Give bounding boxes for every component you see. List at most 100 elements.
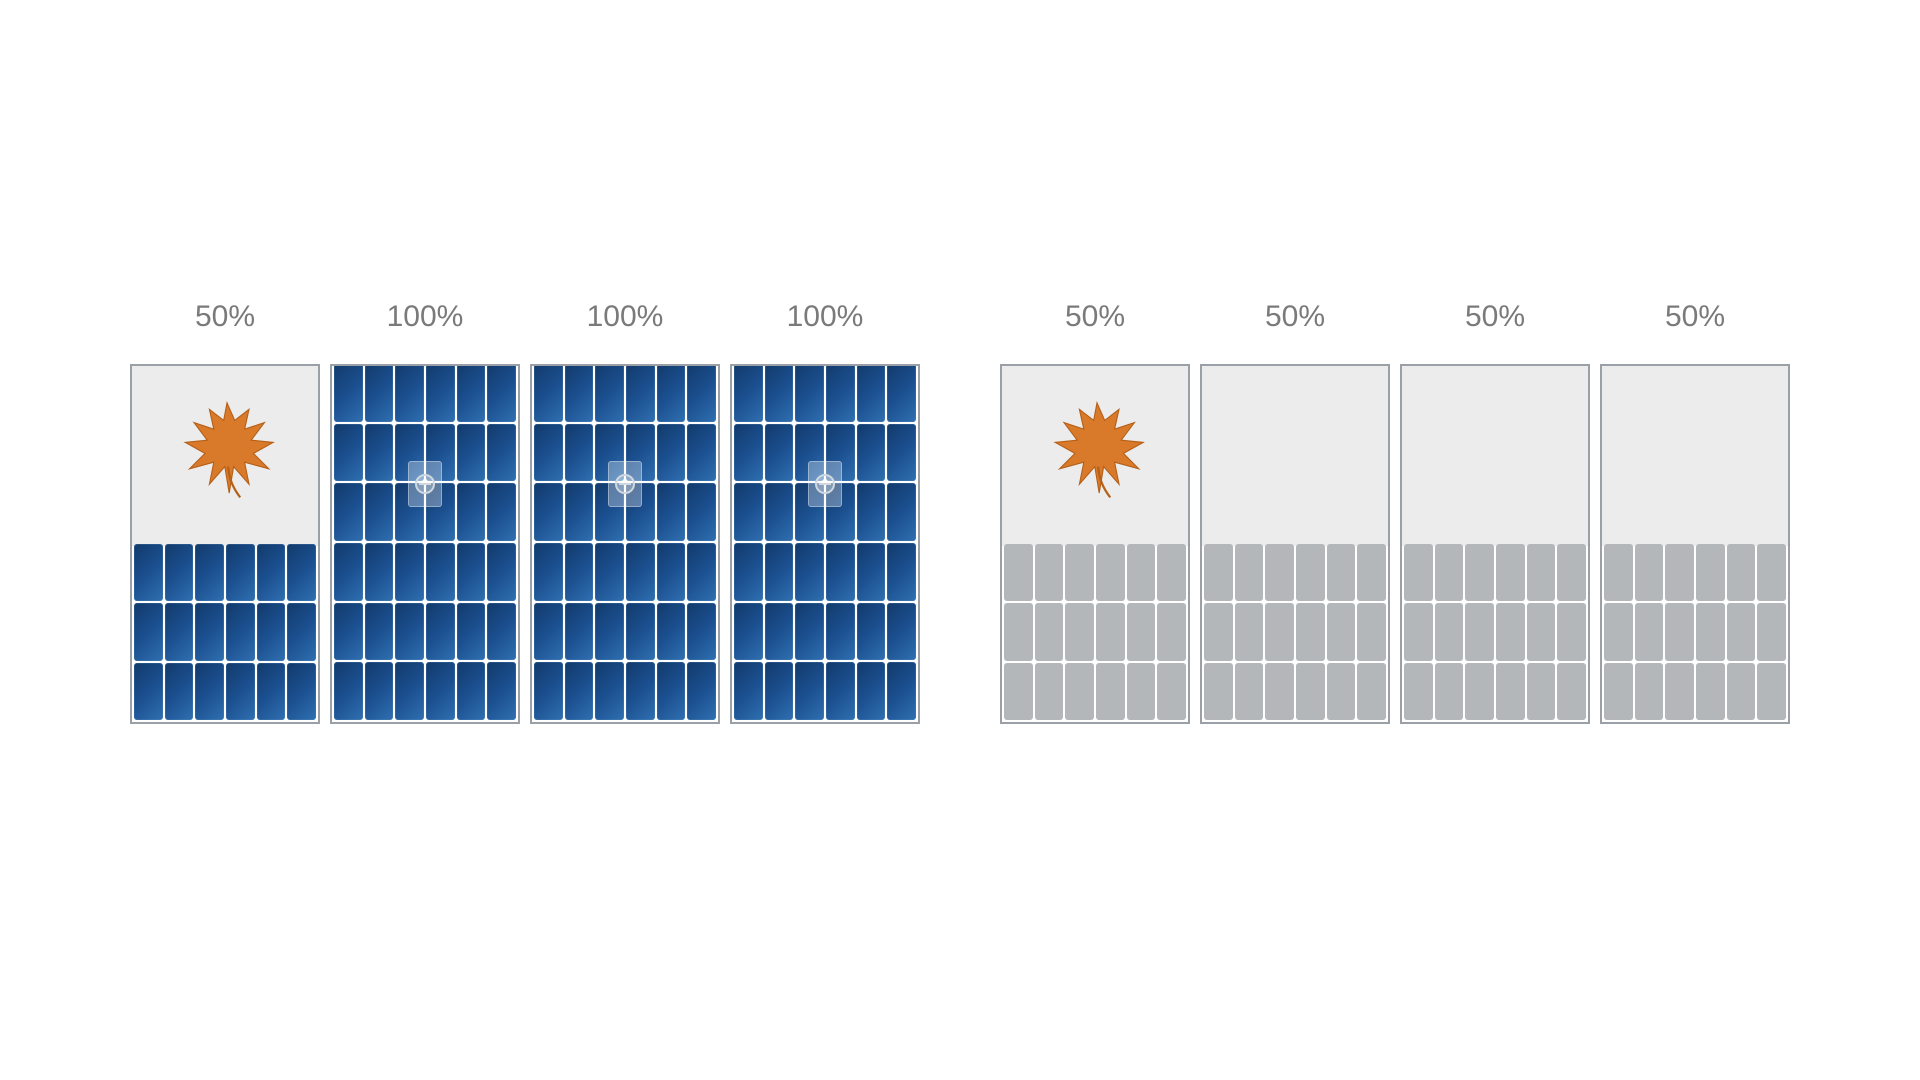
solar-cell xyxy=(1635,663,1664,720)
solar-cell xyxy=(1235,603,1264,660)
solar-cell xyxy=(365,483,394,541)
optimizer-icon xyxy=(808,461,842,507)
solar-cell xyxy=(426,662,455,720)
solar-cell xyxy=(657,543,686,601)
solar-cell xyxy=(887,603,916,661)
solar-cell xyxy=(1296,603,1325,660)
solar-cell xyxy=(1604,663,1633,720)
solar-cell xyxy=(334,543,363,601)
solar-cell xyxy=(457,424,486,482)
shaded-region xyxy=(1602,366,1788,546)
solar-cell xyxy=(795,364,824,422)
solar-panel xyxy=(130,364,320,724)
solar-cell xyxy=(857,424,886,482)
solar-cell xyxy=(1157,663,1186,720)
efficiency-label: 100% xyxy=(387,300,464,334)
solar-cell xyxy=(1665,544,1694,601)
solar-cell xyxy=(887,424,916,482)
solar-cell xyxy=(134,603,163,660)
solar-cell xyxy=(1604,603,1633,660)
efficiency-label: 50% xyxy=(1665,300,1725,334)
solar-cell xyxy=(1727,603,1756,660)
solar-cell xyxy=(857,543,886,601)
solar-cell xyxy=(1527,603,1556,660)
solar-cell xyxy=(257,603,286,660)
efficiency-label: 100% xyxy=(787,300,864,334)
solar-cell xyxy=(1557,663,1586,720)
solar-cell xyxy=(1096,663,1125,720)
solar-cell xyxy=(1604,544,1633,601)
solar-cell xyxy=(595,364,624,422)
solar-cell xyxy=(395,603,424,661)
solar-cell xyxy=(195,544,224,601)
efficiency-label: 50% xyxy=(1265,300,1325,334)
solar-cell xyxy=(887,662,916,720)
solar-cell xyxy=(1127,544,1156,601)
solar-cell xyxy=(657,364,686,422)
solar-cell xyxy=(287,544,316,601)
solar-cell xyxy=(595,603,624,661)
solar-cell xyxy=(1035,544,1064,601)
solar-cell xyxy=(1496,663,1525,720)
panel-column: 50% xyxy=(1000,300,1190,724)
solar-cell xyxy=(1127,663,1156,720)
diagram-stage: 50% 100%100%100%50% 50%50%50% xyxy=(0,0,1920,1080)
solar-cell xyxy=(457,603,486,661)
left-group: 50% 100%100%100% xyxy=(130,300,920,724)
leaf-icon xyxy=(1042,394,1152,504)
right-group: 50% 50%50%50% xyxy=(1000,300,1790,724)
solar-cell xyxy=(334,424,363,482)
solar-cell xyxy=(1357,603,1386,660)
solar-cell xyxy=(1727,663,1756,720)
solar-cell xyxy=(165,603,194,660)
solar-cell xyxy=(534,603,563,661)
solar-cell xyxy=(687,543,716,601)
solar-cell xyxy=(487,543,516,601)
solar-cell xyxy=(395,364,424,422)
solar-cell xyxy=(1357,544,1386,601)
solar-cell xyxy=(426,364,455,422)
solar-cell xyxy=(1665,663,1694,720)
solar-cell xyxy=(534,662,563,720)
solar-cell xyxy=(1696,603,1725,660)
solar-cell xyxy=(734,543,763,601)
solar-cell xyxy=(334,603,363,661)
solar-panel xyxy=(1200,364,1390,724)
solar-cell xyxy=(687,603,716,661)
solar-cell xyxy=(1235,663,1264,720)
solar-cell xyxy=(1004,663,1033,720)
solar-cell xyxy=(826,662,855,720)
solar-cell xyxy=(657,603,686,661)
solar-cell xyxy=(1404,544,1433,601)
solar-cell xyxy=(1757,603,1786,660)
solar-cell xyxy=(487,483,516,541)
solar-cell xyxy=(165,663,194,720)
solar-cell xyxy=(487,603,516,661)
solar-cell xyxy=(1265,663,1294,720)
cell-grid xyxy=(1402,542,1588,722)
solar-cell xyxy=(687,424,716,482)
efficiency-label: 50% xyxy=(1065,300,1125,334)
panel-column: 100% xyxy=(330,300,520,724)
solar-cell xyxy=(287,663,316,720)
solar-cell xyxy=(1096,603,1125,660)
solar-cell xyxy=(1327,603,1356,660)
solar-cell xyxy=(334,483,363,541)
solar-cell xyxy=(457,364,486,422)
solar-cell xyxy=(626,364,655,422)
cell-grid xyxy=(1602,542,1788,722)
solar-cell xyxy=(1296,663,1325,720)
solar-cell xyxy=(1727,544,1756,601)
solar-cell xyxy=(457,662,486,720)
solar-cell xyxy=(734,364,763,422)
solar-cell xyxy=(487,424,516,482)
solar-cell xyxy=(795,603,824,661)
solar-cell xyxy=(1435,544,1464,601)
solar-cell xyxy=(1465,544,1494,601)
solar-cell xyxy=(1065,544,1094,601)
solar-cell xyxy=(1157,603,1186,660)
solar-cell xyxy=(257,544,286,601)
solar-cell xyxy=(365,424,394,482)
solar-cell xyxy=(134,544,163,601)
solar-cell xyxy=(1065,663,1094,720)
